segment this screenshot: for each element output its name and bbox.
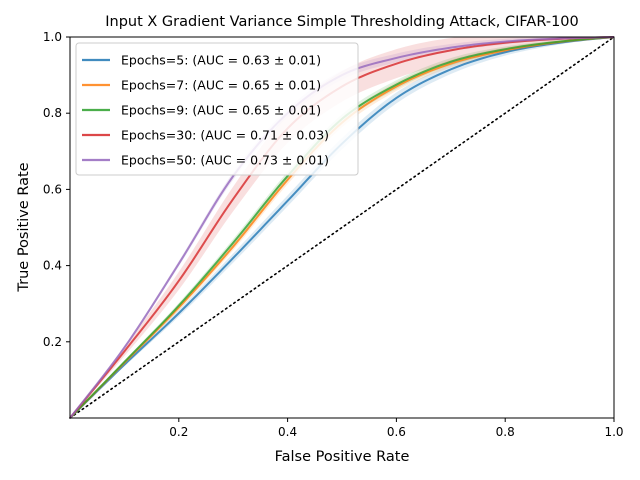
x-axis-label: False Positive Rate [275,449,410,465]
x-tick-label: 0.2 [169,425,188,439]
chance-diagonal [69,36,615,419]
y-tick-label: 1.0 [43,30,62,44]
legend: Epochs=5: (AUC = 0.63 ± 0.01) Epochs=7: (… [75,42,359,176]
x-tick-label: 0.6 [387,425,406,439]
y-axis-label: True Positive Rate [16,162,32,292]
legend-label: Epochs=7: (AUC = 0.65 ± 0.01) [121,78,321,93]
y-tick-label: 0.4 [43,259,62,273]
x-tick-label: 1.0 [604,425,623,439]
legend-label: Epochs=30: (AUC = 0.71 ± 0.03) [121,128,329,143]
legend-label: Epochs=5: (AUC = 0.63 ± 0.01) [121,53,321,68]
x-axis-ticks: 0.2 0.4 0.6 0.8 1.0 [169,418,624,439]
plot-frame [69,36,615,419]
chart-title: Input X Gradient Variance Simple Thresho… [105,14,579,30]
y-tick-label: 0.6 [43,182,62,196]
x-tick-label: 0.8 [496,425,515,439]
x-tick-label: 0.4 [278,425,297,439]
legend-label: Epochs=50: (AUC = 0.73 ± 0.01) [121,153,329,168]
y-axis-ticks: 0.2 0.4 0.6 0.8 1.0 [43,30,70,349]
legend-frame [75,42,359,176]
y-tick-label: 0.8 [43,106,62,120]
legend-label: Epochs=9: (AUC = 0.65 ± 0.01) [121,103,321,118]
y-tick-label: 0.2 [43,335,62,349]
